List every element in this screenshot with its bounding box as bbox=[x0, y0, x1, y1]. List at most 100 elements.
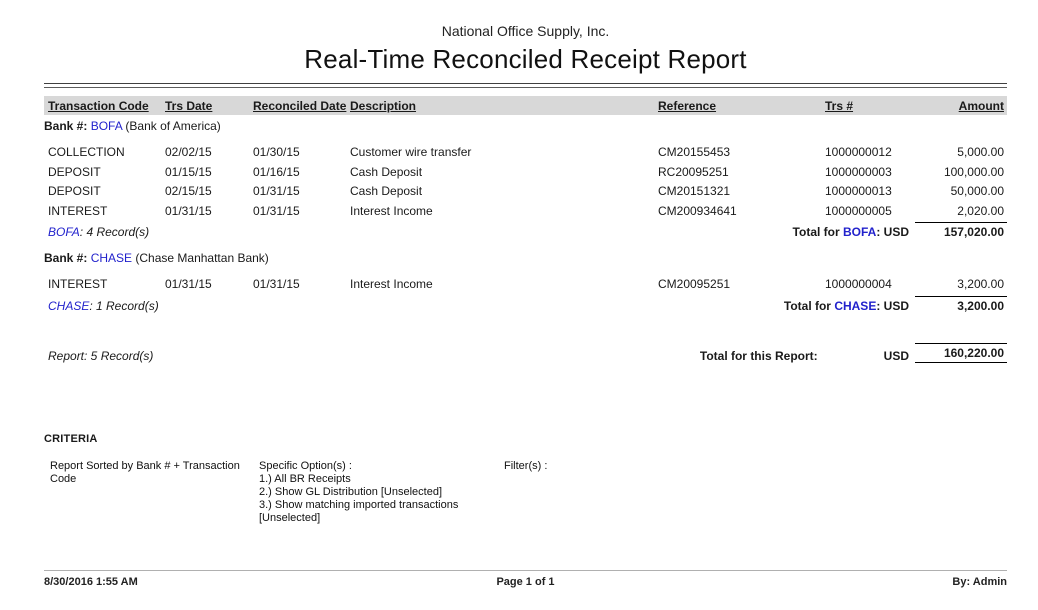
bank-record-count: BOFA: 4 Record(s) bbox=[44, 225, 149, 239]
criteria-section: CRITERIA Report Sorted by Bank # + Trans… bbox=[44, 433, 1007, 525]
cell-reference: CM20155453 bbox=[658, 145, 731, 159]
company-name: National Office Supply, Inc. bbox=[441, 23, 610, 39]
group-gap bbox=[44, 239, 1007, 247]
cell-amount: 3,200.00 bbox=[957, 277, 1004, 291]
report-title: Real-Time Reconciled Receipt Report bbox=[304, 44, 747, 74]
cell-reconciled-date: 01/31/15 bbox=[253, 277, 300, 291]
cell-reconciled-date: 01/31/15 bbox=[253, 184, 300, 198]
cell-trs-number: 1000000004 bbox=[825, 277, 892, 291]
cell-reference: RC20095251 bbox=[658, 164, 729, 179]
cell-reference: CM20095251 bbox=[658, 277, 731, 291]
criteria-sort-text: Report Sorted by Bank # + Transaction Co… bbox=[50, 459, 240, 485]
footer-page-number: Page 1 of 1 bbox=[496, 576, 555, 588]
criteria-options: Specific Option(s) : 1.) All BR Receipts… bbox=[259, 460, 504, 525]
cell-description: Cash Deposit bbox=[350, 184, 423, 198]
page-footer: 8/30/2016 1:55 AM Page 1 of 1 By: Admin bbox=[44, 570, 1007, 588]
report-page: National Office Supply, Inc. Real-Time R… bbox=[0, 23, 1038, 610]
bank-record-count-code: BOFA bbox=[48, 225, 80, 239]
bank-total-amount: 3,200.00 bbox=[915, 295, 1007, 313]
bank-total-prefix: Total for bbox=[792, 225, 843, 239]
criteria-option: 2.) Show GL Distribution [Unselected] bbox=[259, 485, 443, 498]
bank-total-amount: 157,020.00 bbox=[915, 222, 1007, 239]
table-row: DEPOSIT 01/15/15 01/16/15 Cash Deposit R… bbox=[44, 163, 1007, 183]
bank-total-code: BOFA bbox=[842, 225, 877, 239]
table-header-row: Transaction Code Trs Date Reconciled Dat… bbox=[44, 96, 1007, 115]
footer-datetime: 8/30/2016 1:55 AM bbox=[44, 576, 138, 588]
cell-amount: 5,000.00 bbox=[957, 145, 1004, 159]
bank-total-row: CHASE: 1 Record(s) Total for CHASE: USD … bbox=[44, 295, 1007, 313]
cell-amount: 100,000.00 bbox=[943, 164, 1004, 179]
cell-reconciled-date: 01/16/15 bbox=[253, 164, 300, 179]
report-total-row: Report: 5 Record(s) Total for this Repor… bbox=[44, 342, 1007, 363]
column-header-reconciled-date: Reconciled Date bbox=[253, 99, 347, 113]
column-header-transaction-code: Transaction Code bbox=[48, 99, 149, 113]
bank-total-code: CHASE bbox=[834, 298, 877, 313]
bank-group-header: Bank #: BOFA (Bank of America) bbox=[44, 119, 1007, 136]
cell-description: Interest Income bbox=[350, 277, 433, 291]
report-total-currency: USD bbox=[883, 348, 909, 363]
criteria-filters-label: Filter(s) : bbox=[504, 459, 548, 472]
bank-record-count-text: : 4 Record(s) bbox=[79, 225, 150, 239]
cell-reference: CM20151321 bbox=[658, 184, 731, 198]
bank-code: BOFA bbox=[90, 119, 123, 133]
cell-trs-number: 1000000013 bbox=[825, 184, 892, 198]
cell-trs-date: 01/15/15 bbox=[165, 164, 212, 179]
cell-amount: 2,020.00 bbox=[957, 203, 1004, 218]
bank-total-label: Total for BOFA: USD bbox=[793, 225, 909, 239]
cell-transaction-code: DEPOSIT bbox=[48, 184, 101, 198]
bank-group-rows: COLLECTION 02/02/15 01/30/15 Customer wi… bbox=[44, 143, 1007, 221]
cell-description: Cash Deposit bbox=[350, 164, 423, 179]
cell-amount: 50,000.00 bbox=[950, 184, 1004, 198]
criteria-heading: CRITERIA bbox=[44, 432, 98, 445]
footer-user: By: Admin bbox=[952, 576, 1007, 588]
bank-record-count-code: CHASE bbox=[48, 298, 90, 313]
table-row: COLLECTION 02/02/15 01/30/15 Customer wi… bbox=[44, 143, 1007, 163]
cell-transaction-code: INTEREST bbox=[48, 203, 108, 218]
cell-reconciled-date: 01/31/15 bbox=[253, 203, 300, 218]
bank-name: (Bank of America) bbox=[125, 119, 221, 133]
cell-trs-date: 01/31/15 bbox=[165, 277, 212, 291]
bank-record-count: CHASE: 1 Record(s) bbox=[44, 299, 159, 313]
cell-trs-date: 01/31/15 bbox=[165, 203, 212, 218]
cell-trs-number: 1000000003 bbox=[825, 164, 892, 179]
bank-total-suffix: : USD bbox=[876, 298, 909, 313]
bank-number-label: Bank #: bbox=[44, 119, 88, 133]
cell-description: Interest Income bbox=[350, 203, 433, 218]
bank-total-prefix: Total for bbox=[783, 298, 835, 313]
column-header-description: Description bbox=[350, 99, 417, 113]
bank-total-row: BOFA: 4 Record(s) Total for BOFA: USD 15… bbox=[44, 222, 1007, 239]
bank-group-rows: INTEREST 01/31/15 01/31/15 Interest Inco… bbox=[44, 275, 1007, 295]
criteria-option: 1.) All BR Receipts bbox=[259, 472, 351, 485]
criteria-option: 3.) Show matching imported transactions … bbox=[259, 498, 459, 524]
table-row: INTEREST 01/31/15 01/31/15 Interest Inco… bbox=[44, 202, 1007, 222]
bank-code: CHASE bbox=[90, 251, 133, 265]
column-header-trs-date: Trs Date bbox=[165, 99, 213, 113]
bank-total-label: Total for CHASE: USD bbox=[784, 299, 909, 313]
cell-trs-date: 02/15/15 bbox=[165, 184, 212, 198]
bank-group-header: Bank #: CHASE (Chase Manhattan Bank) bbox=[44, 251, 1007, 268]
criteria-body: Report Sorted by Bank # + Transaction Co… bbox=[44, 460, 1007, 525]
cell-trs-date: 02/02/15 bbox=[165, 145, 212, 159]
report-record-count: Report: 5 Record(s) bbox=[48, 348, 154, 363]
table-row: INTEREST 01/31/15 01/31/15 Interest Inco… bbox=[44, 275, 1007, 295]
column-header-trs-number: Trs # bbox=[825, 99, 854, 113]
cell-reference: CM200934641 bbox=[658, 203, 737, 218]
report-total-label: Total for this Report: bbox=[699, 348, 818, 363]
cell-trs-number: 1000000005 bbox=[825, 203, 892, 218]
cell-reconciled-date: 01/30/15 bbox=[253, 145, 300, 159]
table-row: DEPOSIT 02/15/15 01/31/15 Cash Deposit C… bbox=[44, 182, 1007, 202]
header-divider bbox=[44, 83, 1007, 88]
cell-trs-number: 1000000012 bbox=[825, 145, 892, 159]
cell-transaction-code: INTEREST bbox=[48, 277, 108, 291]
bank-number-label: Bank #: bbox=[44, 251, 88, 265]
criteria-options-label: Specific Option(s) : bbox=[259, 459, 352, 472]
column-header-reference: Reference bbox=[658, 99, 717, 113]
cell-transaction-code: DEPOSIT bbox=[48, 164, 101, 179]
cell-description: Customer wire transfer bbox=[350, 145, 472, 159]
bank-record-count-text: : 1 Record(s) bbox=[89, 298, 159, 313]
bank-name: (Chase Manhattan Bank) bbox=[135, 251, 269, 265]
cell-transaction-code: COLLECTION bbox=[48, 145, 125, 159]
report-total-amount: 160,220.00 bbox=[915, 342, 1007, 363]
bank-total-suffix: : USD bbox=[876, 225, 909, 239]
column-header-amount: Amount bbox=[958, 99, 1004, 113]
